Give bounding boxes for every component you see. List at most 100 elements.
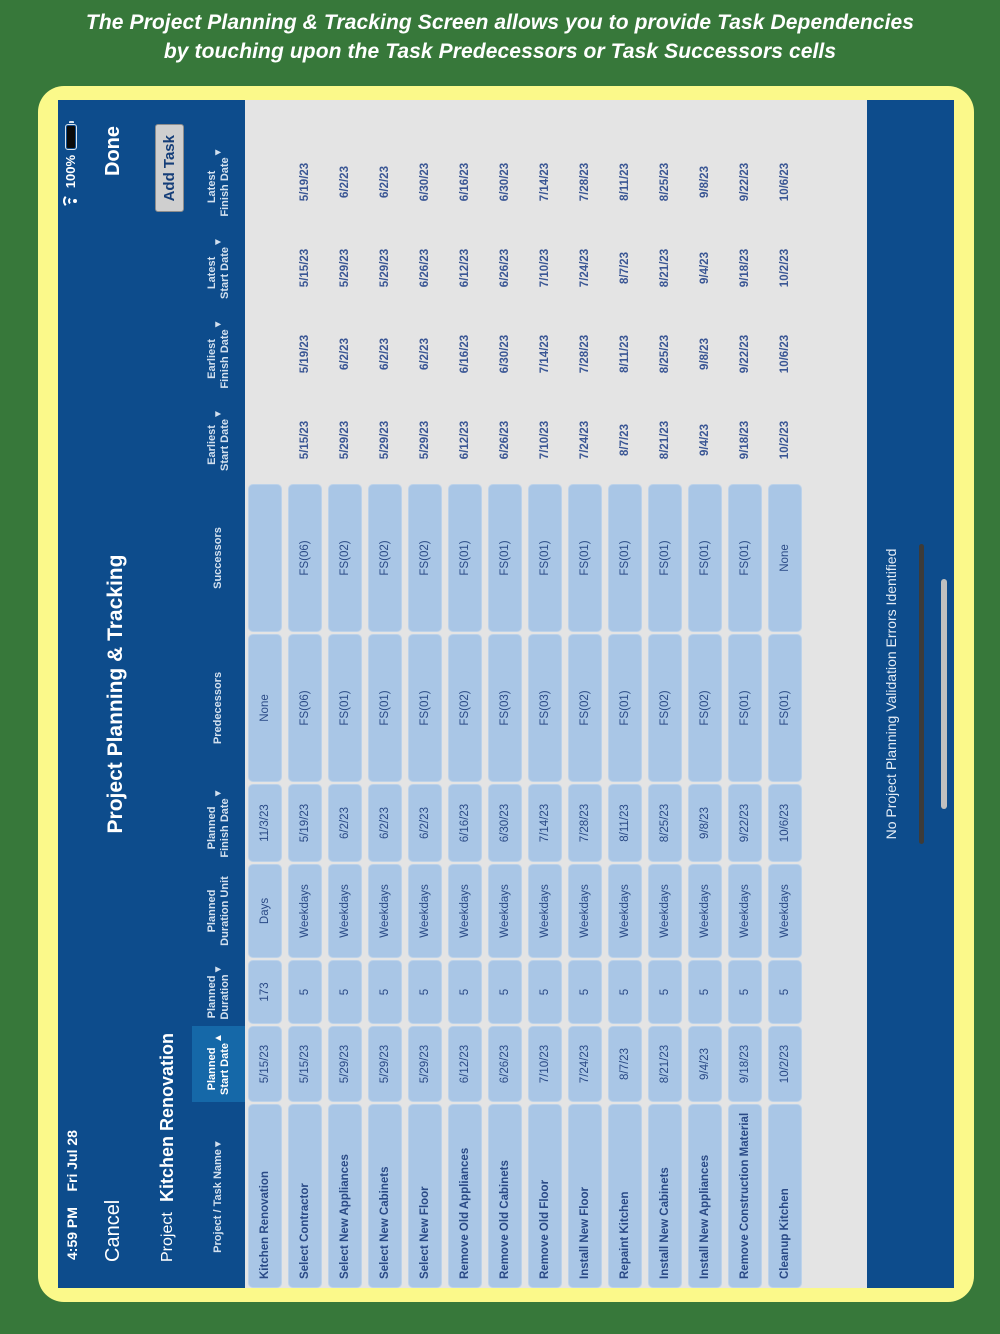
cell-earliest-start[interactable]: 8/21/23	[659, 420, 671, 460]
cell-predecessors[interactable]: None	[248, 634, 282, 782]
cell-latest-start[interactable]: 8/7/23	[619, 252, 631, 284]
cell-earliest-finish[interactable]: 8/11/23	[619, 335, 631, 373]
cell-latest-start[interactable]: 8/21/23	[659, 248, 671, 288]
column-header-planned-start[interactable]: Planned Start Date ▲	[192, 1026, 245, 1102]
cell-predecessors[interactable]: FS(01)	[608, 634, 642, 782]
cell-planned-finish[interactable]: 10/6/23	[768, 784, 802, 862]
cell-latest-finish[interactable]: 8/11/23	[619, 163, 631, 201]
cell-earliest-finish[interactable]: 6/16/23	[459, 334, 471, 374]
cell-successors[interactable]: FS(02)	[408, 484, 442, 632]
cell-earliest-start[interactable]: 5/29/23	[379, 420, 391, 460]
cell-predecessors[interactable]: FS(02)	[448, 634, 482, 782]
cell-latest-finish[interactable]: 9/8/23	[699, 166, 711, 198]
cell-earliest-start[interactable]: 5/15/23	[299, 420, 311, 460]
cell-planned-finish[interactable]: 7/14/23	[528, 784, 562, 862]
cell-latest-start[interactable]: 6/26/23	[499, 248, 511, 288]
cell-planned-duration[interactable]: 5	[568, 960, 602, 1024]
cell-latest-finish[interactable]: 8/25/23	[659, 162, 671, 202]
cell-planned-start[interactable]: 5/15/23	[288, 1026, 322, 1102]
cell-planned-start[interactable]: 10/2/23	[768, 1026, 802, 1102]
cell-earliest-finish[interactable]: 8/25/23	[659, 334, 671, 374]
column-header-earliest-finish[interactable]: Earliest Finish Date ▼	[192, 312, 245, 396]
cell-latest-start[interactable]: 5/15/23	[299, 248, 311, 288]
cell-predecessors[interactable]: FS(02)	[688, 634, 722, 782]
cell-planned-finish[interactable]: 6/2/23	[408, 784, 442, 862]
cell-planned-finish[interactable]: 6/16/23	[448, 784, 482, 862]
cell-planned-start[interactable]: 8/7/23	[608, 1026, 642, 1102]
cell-planned-duration-unit[interactable]: Weekdays	[528, 864, 562, 958]
cell-planned-duration[interactable]: 5	[608, 960, 642, 1024]
cell-latest-finish[interactable]: 6/2/23	[379, 166, 391, 198]
cell-planned-duration[interactable]: 5	[688, 960, 722, 1024]
cell-successors[interactable]: FS(01)	[568, 484, 602, 632]
cell-planned-finish[interactable]: 7/28/23	[568, 784, 602, 862]
cell-successors[interactable]: FS(01)	[448, 484, 482, 632]
column-header-name[interactable]: Project / Task Name ▼	[192, 1104, 245, 1288]
cell-planned-duration-unit[interactable]: Weekdays	[488, 864, 522, 958]
table-row[interactable]: Remove Construction Material 9/18/23 5 Week…	[725, 100, 765, 1288]
cell-earliest-start[interactable]: 9/4/23	[699, 424, 711, 456]
cell-earliest-finish[interactable]: 5/19/23	[299, 334, 311, 374]
cell-successors[interactable]: FS(02)	[328, 484, 362, 632]
cell-planned-duration-unit[interactable]: Weekdays	[648, 864, 682, 958]
table-row[interactable]: Select New Appliances 5/29/23 5 Weekdays 6/2…	[325, 100, 365, 1288]
cell-name[interactable]: Install New Appliances	[688, 1104, 722, 1288]
cell-latest-finish[interactable]: 7/14/23	[539, 162, 551, 202]
table-row[interactable]: Repaint Kitchen 8/7/23 5 Weekdays 8/11/23 FS(…	[605, 100, 645, 1288]
cell-name[interactable]: Install New Cabinets	[648, 1104, 682, 1288]
cell-planned-finish[interactable]: 8/11/23	[608, 784, 642, 862]
cell-planned-finish[interactable]: 6/30/23	[488, 784, 522, 862]
table-row[interactable]: Remove Old Floor 7/10/23 5 Weekdays 7/14/23 F…	[525, 100, 565, 1288]
cell-latest-finish[interactable]: 5/19/23	[299, 162, 311, 202]
column-header-latest-finish[interactable]: Latest Finish Date ▼	[192, 140, 245, 224]
cell-earliest-finish[interactable]: 9/8/23	[699, 338, 711, 370]
table-row[interactable]: Install New Appliances 9/4/23 5 Weekdays 9/8…	[685, 100, 725, 1288]
cell-planned-duration[interactable]: 173	[248, 960, 282, 1024]
cell-latest-start[interactable]: 7/24/23	[579, 248, 591, 288]
cell-planned-duration[interactable]: 5	[768, 960, 802, 1024]
table-row[interactable]: Remove Old Cabinets 6/26/23 5 Weekdays 6/30/…	[485, 100, 525, 1288]
cell-planned-duration[interactable]: 5	[448, 960, 482, 1024]
column-header-planned-finish[interactable]: Planned Finish Date ▼	[192, 784, 245, 862]
cell-planned-duration[interactable]: 5	[328, 960, 362, 1024]
cell-successors[interactable]: FS(01)	[528, 484, 562, 632]
cell-name[interactable]: Select New Appliances	[328, 1104, 362, 1288]
column-header-successors[interactable]: Successors	[192, 484, 245, 632]
cell-latest-finish[interactable]: 6/2/23	[339, 166, 351, 198]
cell-planned-finish[interactable]: 8/25/23	[648, 784, 682, 862]
horizontal-scrollbar[interactable]	[919, 544, 924, 844]
cell-planned-duration[interactable]: 5	[368, 960, 402, 1024]
cell-planned-start[interactable]: 6/26/23	[488, 1026, 522, 1102]
cell-earliest-start[interactable]: 5/29/23	[419, 420, 431, 460]
table-row[interactable]: Select Contractor 5/15/23 5 Weekdays 5/19/23…	[285, 100, 325, 1288]
cell-planned-start[interactable]: 9/4/23	[688, 1026, 722, 1102]
cell-earliest-start[interactable]: 6/26/23	[499, 420, 511, 460]
cell-planned-finish[interactable]: 6/2/23	[368, 784, 402, 862]
cell-planned-start[interactable]: 7/24/23	[568, 1026, 602, 1102]
project-name-value[interactable]: Kitchen Renovation	[157, 1032, 177, 1202]
cell-earliest-start[interactable]: 7/24/23	[579, 420, 591, 460]
cell-name[interactable]: Cleanup Kitchen	[768, 1104, 802, 1288]
cell-latest-start[interactable]: 6/12/23	[459, 248, 471, 288]
cell-planned-duration[interactable]: 5	[728, 960, 762, 1024]
table-row-project[interactable]: Kitchen Renovation 5/15/23 173 Days 11/3/23 N…	[245, 100, 285, 1288]
cell-planned-duration-unit[interactable]: Weekdays	[408, 864, 442, 958]
cell-planned-start[interactable]: 8/21/23	[648, 1026, 682, 1102]
table-row[interactable]: Select New Cabinets 5/29/23 5 Weekdays 6/2/2…	[365, 100, 405, 1288]
cell-predecessors[interactable]: FS(01)	[368, 634, 402, 782]
column-header-planned-duration-unit[interactable]: Planned Duration Unit	[192, 864, 245, 958]
cell-planned-duration-unit[interactable]: Weekdays	[368, 864, 402, 958]
cell-latest-finish[interactable]: 9/22/23	[739, 162, 751, 202]
cell-successors[interactable]: None	[768, 484, 802, 632]
cell-latest-finish[interactable]: 6/16/23	[459, 162, 471, 202]
cell-predecessors[interactable]: FS(01)	[728, 634, 762, 782]
cell-earliest-finish[interactable]: 7/28/23	[579, 334, 591, 374]
cell-name[interactable]: Remove Old Appliances	[448, 1104, 482, 1288]
cell-planned-duration-unit[interactable]: Weekdays	[608, 864, 642, 958]
cell-predecessors[interactable]: FS(02)	[648, 634, 682, 782]
column-header-latest-start[interactable]: Latest Start Date ▼	[192, 226, 245, 310]
cell-latest-start[interactable]: 5/29/23	[339, 248, 351, 288]
cell-successors[interactable]: FS(01)	[608, 484, 642, 632]
cell-planned-duration[interactable]: 5	[528, 960, 562, 1024]
cell-latest-finish[interactable]: 6/30/23	[419, 162, 431, 202]
